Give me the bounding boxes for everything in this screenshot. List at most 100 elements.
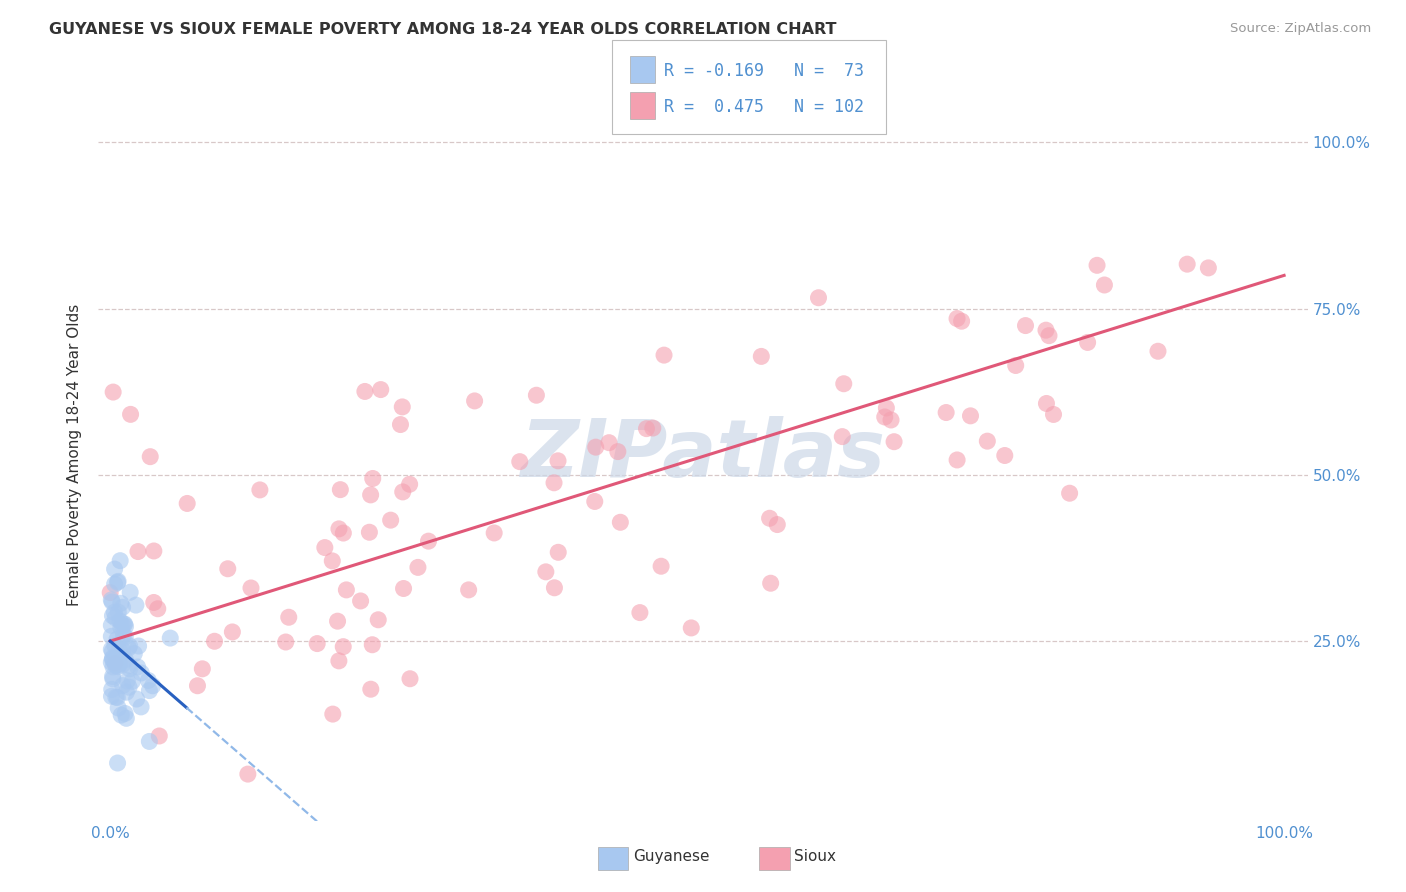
Point bbox=[547, 545, 569, 559]
Point bbox=[543, 475, 565, 490]
Point bbox=[526, 388, 548, 402]
Point bbox=[100, 655, 122, 669]
Point bbox=[543, 581, 565, 595]
Point bbox=[107, 659, 129, 673]
Point bbox=[112, 617, 135, 632]
Point bbox=[457, 582, 479, 597]
Point bbox=[749, 350, 772, 364]
Point bbox=[101, 385, 124, 400]
Point bbox=[534, 565, 557, 579]
Point bbox=[547, 454, 569, 468]
Point bbox=[110, 621, 132, 635]
Point bbox=[482, 525, 505, 540]
Point bbox=[176, 496, 198, 510]
Point bbox=[950, 314, 973, 328]
Point bbox=[464, 393, 486, 408]
Point bbox=[117, 640, 139, 655]
Point bbox=[1038, 328, 1060, 343]
Point bbox=[118, 680, 141, 694]
Point bbox=[361, 638, 384, 652]
Point bbox=[142, 595, 165, 609]
Point bbox=[1175, 257, 1198, 271]
Point bbox=[391, 484, 413, 499]
Point bbox=[104, 639, 127, 653]
Point bbox=[832, 376, 855, 391]
Point bbox=[127, 544, 149, 558]
Point bbox=[111, 618, 134, 632]
Point bbox=[1035, 323, 1057, 337]
Point bbox=[118, 662, 141, 676]
Point bbox=[101, 595, 124, 609]
Point bbox=[104, 658, 127, 673]
Point bbox=[101, 608, 124, 623]
Point bbox=[880, 413, 903, 427]
Point bbox=[354, 384, 377, 399]
Point bbox=[1035, 396, 1057, 410]
Point bbox=[114, 619, 136, 633]
Point bbox=[115, 685, 138, 699]
Point bbox=[406, 560, 429, 574]
Point bbox=[398, 477, 420, 491]
Point bbox=[807, 291, 830, 305]
Point bbox=[138, 734, 160, 748]
Point bbox=[322, 707, 344, 722]
Text: Source: ZipAtlas.com: Source: ZipAtlas.com bbox=[1230, 22, 1371, 36]
Point bbox=[115, 711, 138, 725]
Point bbox=[121, 674, 143, 689]
Point bbox=[585, 440, 607, 454]
Point bbox=[128, 639, 150, 653]
Point bbox=[240, 581, 263, 595]
Point bbox=[125, 598, 148, 612]
Point bbox=[108, 650, 131, 665]
Point bbox=[332, 640, 354, 654]
Point bbox=[100, 629, 122, 643]
Point bbox=[101, 651, 124, 665]
Point bbox=[1085, 258, 1108, 272]
Point bbox=[101, 660, 124, 674]
Point bbox=[100, 618, 122, 632]
Point bbox=[204, 634, 226, 648]
Point bbox=[1077, 335, 1099, 350]
Point bbox=[328, 654, 350, 668]
Point bbox=[138, 683, 160, 698]
Point bbox=[391, 400, 413, 414]
Point bbox=[104, 577, 127, 591]
Point bbox=[307, 637, 329, 651]
Text: Sioux: Sioux bbox=[794, 849, 837, 863]
Point bbox=[117, 673, 139, 688]
Point bbox=[191, 662, 214, 676]
Point bbox=[101, 644, 124, 658]
Point bbox=[107, 575, 129, 590]
Point bbox=[399, 672, 422, 686]
Point bbox=[652, 348, 675, 362]
Text: R = -0.169   N =  73: R = -0.169 N = 73 bbox=[664, 62, 863, 80]
Point bbox=[110, 596, 132, 610]
Point bbox=[360, 682, 382, 697]
Point bbox=[107, 574, 129, 589]
Point bbox=[107, 701, 129, 715]
Point bbox=[103, 605, 125, 619]
Point bbox=[328, 522, 350, 536]
Point bbox=[1147, 344, 1170, 359]
Point bbox=[418, 534, 440, 549]
Point bbox=[359, 525, 381, 540]
Point bbox=[114, 653, 136, 667]
Point bbox=[1042, 408, 1064, 422]
Point bbox=[104, 611, 127, 625]
Point bbox=[875, 401, 897, 415]
Point bbox=[759, 576, 782, 591]
Point bbox=[111, 679, 134, 693]
Point bbox=[100, 690, 122, 704]
Point bbox=[139, 450, 162, 464]
Point bbox=[1014, 318, 1036, 333]
Point bbox=[994, 449, 1017, 463]
Point bbox=[221, 624, 243, 639]
Point bbox=[114, 706, 136, 721]
Point bbox=[101, 672, 124, 686]
Point bbox=[606, 444, 628, 458]
Text: Guyanese: Guyanese bbox=[633, 849, 709, 863]
Point bbox=[360, 488, 382, 502]
Point bbox=[1197, 260, 1219, 275]
Point bbox=[101, 652, 124, 666]
Point bbox=[186, 679, 208, 693]
